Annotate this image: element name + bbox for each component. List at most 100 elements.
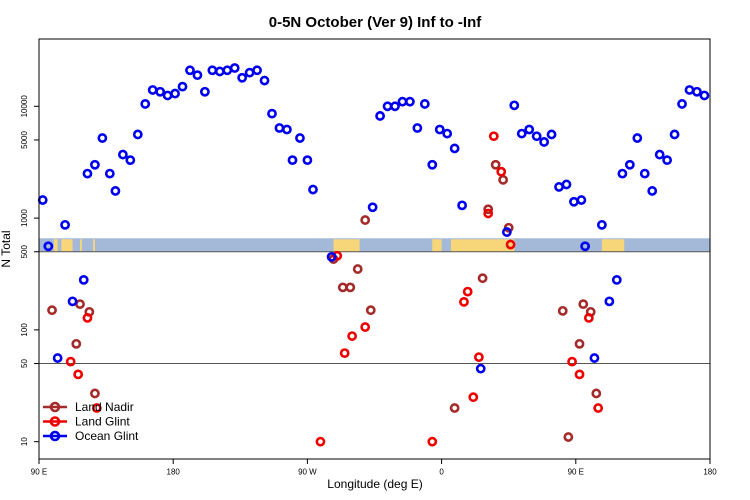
data-point [132,129,143,140]
data-point [71,338,82,349]
data-point [252,65,262,76]
data-point [516,128,527,139]
data-point [192,70,203,81]
data-point [37,195,48,205]
data-point [501,227,512,237]
legend-entry: Land Nadir [43,400,134,414]
data-point [110,186,121,196]
data-point [332,250,343,261]
legend-marker [49,430,61,442]
data-point [117,149,128,160]
land-segment [333,239,360,252]
data-point [147,85,158,95]
data-point [43,241,54,252]
data-point [475,363,486,374]
x-tick-label: 180 [703,468,717,477]
data-point [90,159,100,170]
reference-lines [39,251,710,365]
legend-entry: Land Glint [43,415,130,429]
data-point [326,251,337,262]
data-point [347,331,358,341]
data-point [281,124,292,135]
plot-frame [38,38,711,460]
data-point [468,392,479,403]
data-point [360,215,371,225]
data-point [496,166,507,177]
data-point [207,65,218,76]
data-point [457,200,468,211]
data-point [459,296,469,307]
data-point [699,90,710,101]
data-point [199,86,210,97]
y-tick-label: 100 [20,323,29,337]
data-point [302,155,313,166]
x-axis: 90 E 180 90 W 0 90 E 180 [31,459,717,477]
y-tick-label: 10 [20,437,29,446]
data-point [360,322,371,332]
data-point [73,369,84,380]
data-point [617,168,628,179]
data-point [593,403,604,413]
data-point [488,131,499,142]
data-point [47,305,57,316]
data-point [574,369,585,380]
data-point [125,155,136,166]
data-point [375,111,385,121]
data-point [287,155,298,166]
data-point [222,65,233,76]
data-point [339,348,350,358]
data-point [576,195,587,205]
data-point [155,86,166,97]
data-point [274,123,285,133]
data-point [557,305,568,316]
y-axis: 10 50 100 500 1000 5000 10000 [20,95,39,446]
data-point [367,202,378,213]
data-point [162,90,173,101]
legend-marker [49,401,61,413]
data-point [639,168,650,179]
data-point [611,275,622,285]
data-point [412,123,423,133]
data-point [315,436,326,447]
land-segment [601,239,625,252]
data-point [580,241,591,252]
chart-title: 0-5N October (Ver 9) Inf to -Inf [269,14,483,31]
data-point [654,149,665,160]
data-point [442,128,453,139]
x-tick-label: 90 E [568,468,584,477]
data-point [563,432,574,442]
legend-label: Land Nadir [75,400,134,414]
data-point [352,264,363,274]
data-point [229,63,240,73]
data-point [554,182,564,192]
data-point [677,99,687,109]
data-point [267,108,277,119]
land-segment [432,239,442,252]
data-point [308,184,318,195]
data-point [546,129,557,140]
data-point [104,168,115,179]
legend-label: Ocean Glint [75,429,139,443]
data-point [684,85,695,95]
data-point [419,99,430,109]
data-point [91,403,102,413]
data-point [632,133,643,143]
data-point [82,313,93,323]
data-point [647,186,658,196]
data-point [490,159,501,170]
data-point [434,124,445,135]
data-point [60,219,70,230]
data-point [90,388,100,399]
data-point [214,66,225,77]
data-point [589,353,600,363]
data-point [345,282,356,293]
data-point [244,67,255,78]
data-point [97,133,108,143]
data-point [483,204,494,215]
data-point [692,86,702,97]
data-point [78,275,89,285]
legend-entry: Ocean Glint [43,429,139,443]
data-point [427,159,438,170]
